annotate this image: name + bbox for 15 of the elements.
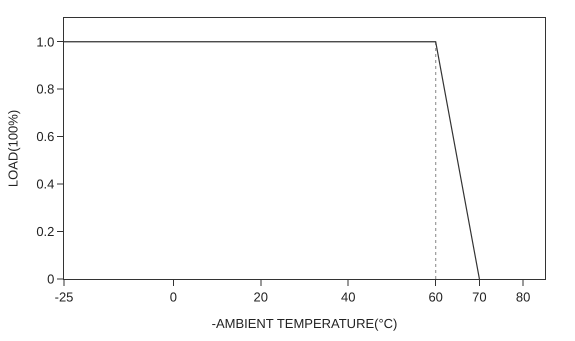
y-tick-label: 0.2: [36, 224, 54, 240]
x-tick-label: 40: [340, 290, 356, 305]
y-tick-label: 0.8: [36, 82, 54, 97]
y-tick-label: 1.0: [36, 34, 54, 50]
y-tick-label: 0.4: [36, 176, 54, 192]
x-tick-label: 0: [170, 290, 177, 305]
x-tick-label: -25: [54, 290, 74, 305]
x-axis-title: -AMBIENT TEMPERATURE(°C): [212, 316, 398, 332]
x-tick-label: 80: [516, 290, 530, 305]
y-axis-title: LOAD(100%): [5, 110, 20, 188]
x-tick-label: 60: [428, 290, 443, 305]
x-tick-label: 20: [254, 290, 268, 305]
y-tick-label: 0.6: [36, 129, 54, 144]
y-tick-label: 0: [47, 272, 54, 287]
x-tick-label: 70: [472, 290, 487, 305]
